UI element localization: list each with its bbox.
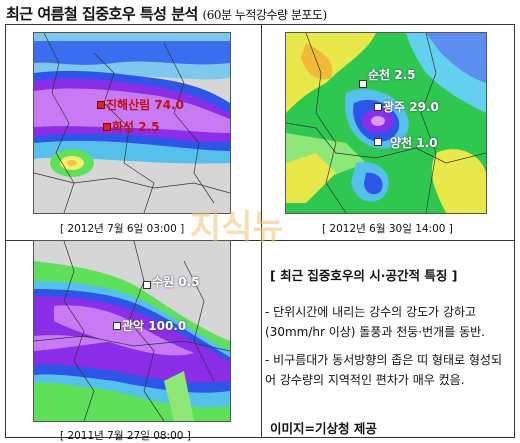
station-marker xyxy=(374,103,382,111)
rain-map-2 xyxy=(285,32,487,214)
station-marker xyxy=(113,322,121,330)
feature-bullet: - 비구름대가 동서방향의 좁은 띠 형태로 형성되어 강수량의 지역적인 편차… xyxy=(265,353,502,387)
station-marker xyxy=(103,123,111,131)
rain-map-3 xyxy=(33,240,231,422)
watermark-logo: 지식뉴 xyxy=(190,208,284,248)
figure-grid xyxy=(5,24,515,438)
map-caption: [ 2012년 7월 6일 03:00 ] xyxy=(60,223,185,235)
rain-map-1 xyxy=(33,32,231,214)
station-marker xyxy=(359,80,367,88)
station-label: 수원 0.5 xyxy=(152,275,200,289)
station-label: 순천 2.5 xyxy=(368,68,416,82)
station-marker xyxy=(374,138,382,146)
station-label: 양천 1.0 xyxy=(390,136,438,150)
image-credit: 이미지=기상청 제공 xyxy=(270,421,377,436)
title-main: 최근 여름철 집중호우 특성 분석 xyxy=(6,5,198,23)
feature-bullet: - 단위시간에 내리는 강수의 강도가 강하고 (30mm/hr 이상) 돌풍과… xyxy=(265,305,485,339)
page-title: 최근 여름철 집중호우 특성 분석 (60분 누적강수량 분포도) xyxy=(6,3,327,24)
station-label: 진해산림 74.0 xyxy=(106,98,184,112)
station-label: 화성 2.5 xyxy=(112,120,160,134)
station-marker xyxy=(143,281,151,289)
grid-divider-horizontal xyxy=(6,240,514,241)
station-marker xyxy=(97,101,105,109)
features-heading: [ 최근 집중호우의 시·공간적 특징 ] xyxy=(270,268,458,283)
title-sub: (60분 누적강수량 분포도) xyxy=(202,8,328,22)
grid-divider-vertical xyxy=(261,25,262,437)
station-label: 광주 29.0 xyxy=(383,100,439,114)
station-label: 관악 100.0 xyxy=(122,319,187,333)
map-caption: [ 2012년 6월 30일 14:00 ] xyxy=(322,223,453,235)
map-caption: [ 2011년 7월 27일 08:00 ] xyxy=(60,430,191,442)
